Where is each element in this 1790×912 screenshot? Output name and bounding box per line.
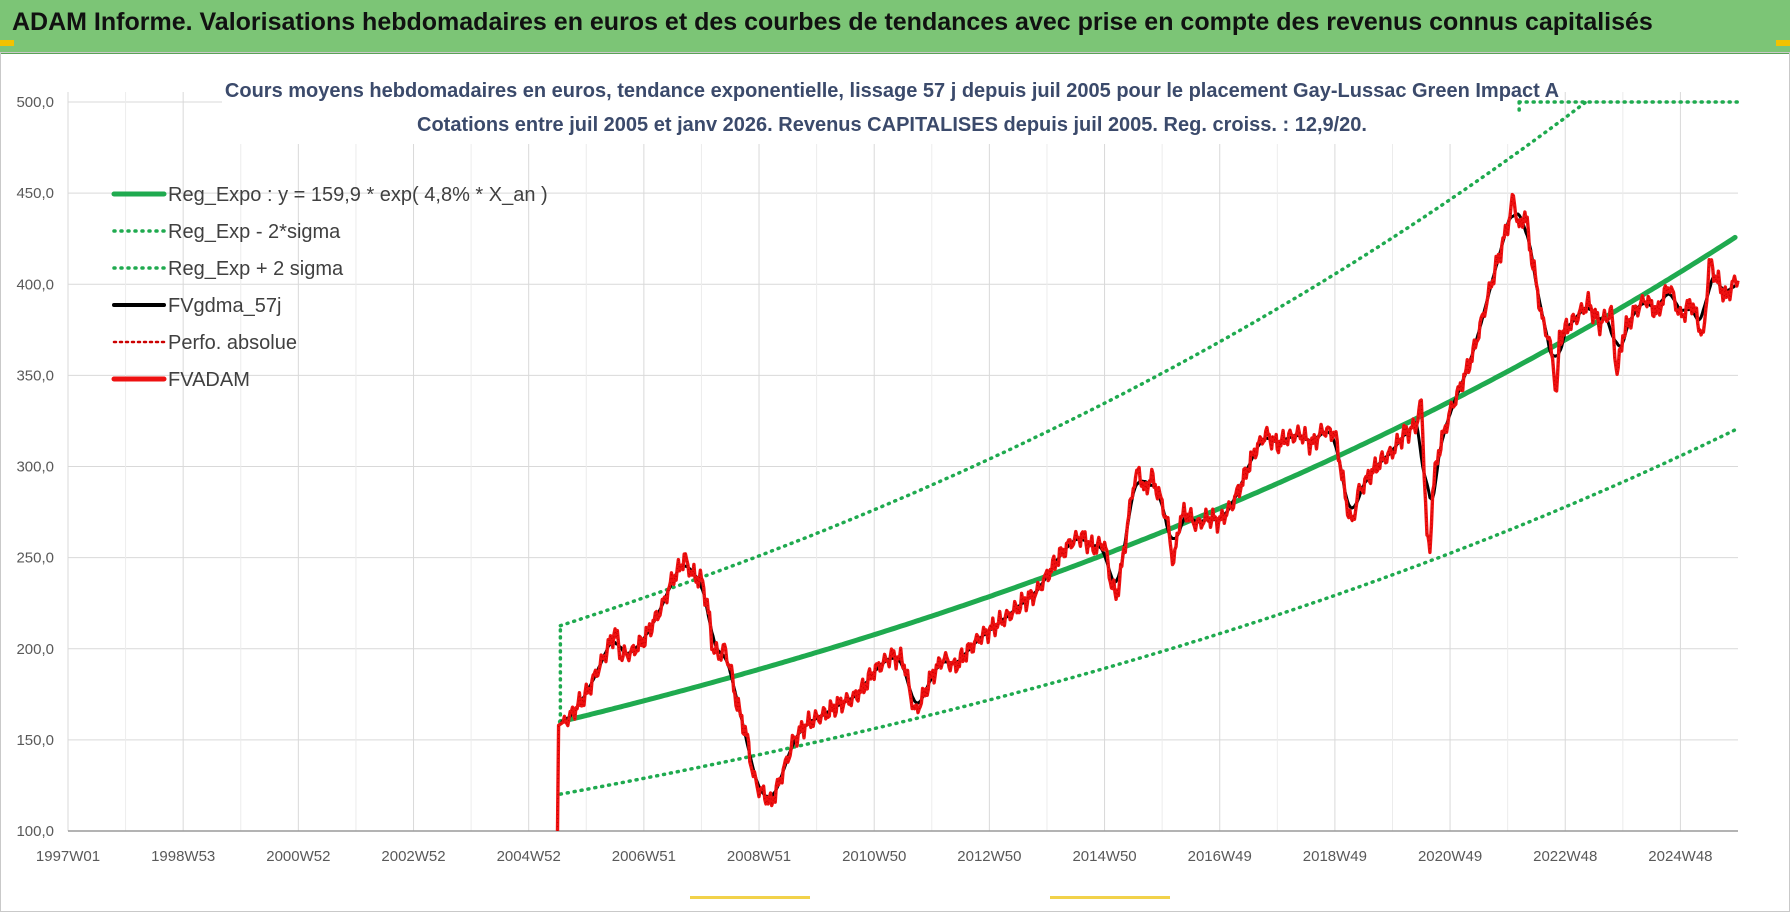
y-tick-label: 450,0 bbox=[16, 185, 54, 202]
y-tick-label: 350,0 bbox=[16, 367, 54, 384]
x-tick-label: 2014W50 bbox=[1072, 848, 1136, 865]
y-tick-label: 500,0 bbox=[16, 94, 54, 111]
x-tick-label: 1997W01 bbox=[36, 848, 100, 865]
x-tick-label: 2016W49 bbox=[1188, 848, 1252, 865]
series-reg-minus-2sigma bbox=[558, 428, 1737, 796]
chart-grid bbox=[67, 92, 1738, 832]
x-tick-label: 2020W49 bbox=[1418, 848, 1482, 865]
corner-mark-top-left bbox=[0, 40, 14, 46]
y-tick-label: 200,0 bbox=[16, 641, 54, 658]
series-reg-expo bbox=[557, 234, 1738, 725]
corner-mark-top-right bbox=[1776, 40, 1790, 46]
legend-label: Perfo. absolue bbox=[168, 332, 297, 354]
y-tick-label: 400,0 bbox=[16, 276, 54, 293]
legend-label: Reg_Exp - 2*sigma bbox=[168, 221, 341, 243]
regression-lines bbox=[557, 100, 1740, 796]
legend-label: Reg_Expo : y = 159,9 * exp( 4,8% * X_an … bbox=[168, 184, 548, 206]
y-tick-label: 250,0 bbox=[16, 550, 54, 567]
y-tick-label: 150,0 bbox=[16, 732, 54, 749]
legend-label: FVADAM bbox=[168, 369, 250, 391]
fund-lines bbox=[555, 192, 1740, 832]
header-banner: ADAM Informe. Valorisations hebdomadaire… bbox=[0, 0, 1790, 54]
series-reg-plus-2sigma bbox=[558, 100, 1588, 628]
subtitle-background bbox=[222, 70, 1562, 144]
y-tick-label: 300,0 bbox=[16, 459, 54, 476]
chart-legend: Reg_Expo : y = 159,9 * exp( 4,8% * X_an … bbox=[111, 184, 548, 391]
x-tick-labels: 1997W01 1998W53 2000W52 2002W52 2004W52 2006W… bbox=[36, 848, 1713, 865]
x-tick-label: 2008W51 bbox=[727, 848, 791, 865]
x-tick-label: 2006W51 bbox=[612, 848, 676, 865]
chart-subtitle-line2: Cotations entre juil 2005 et janv 2026. … bbox=[417, 114, 1367, 136]
x-tick-label: 2000W52 bbox=[266, 848, 330, 865]
x-tick-label: 2018W49 bbox=[1303, 848, 1367, 865]
x-tick-label: 2004W52 bbox=[497, 848, 561, 865]
legend-label: Reg_Exp + 2 sigma bbox=[168, 258, 344, 280]
x-tick-label: 2002W52 bbox=[381, 848, 445, 865]
series-fvadam bbox=[555, 192, 1740, 832]
x-tick-label: 2024W48 bbox=[1648, 848, 1712, 865]
bottom-mark bbox=[690, 896, 810, 899]
page-title: ADAM Informe. Valorisations hebdomadaire… bbox=[12, 8, 1653, 36]
legend-label: FVgdma_57j bbox=[168, 295, 281, 317]
x-tick-label: 2010W50 bbox=[842, 848, 906, 865]
bottom-mark bbox=[1050, 896, 1170, 899]
series-perfo-absolue bbox=[556, 193, 1739, 832]
chart-subtitle-line1: Cours moyens hebdomadaires en euros, ten… bbox=[225, 80, 1559, 102]
x-tick-label: 1998W53 bbox=[151, 848, 215, 865]
y-tick-labels: 100,0 150,0 200,0 250,0 300,0 350,0 400,0 450,0… bbox=[16, 94, 54, 840]
y-tick-label: 100,0 bbox=[16, 823, 54, 840]
x-tick-label: 2012W50 bbox=[957, 848, 1021, 865]
x-tick-label: 2022W48 bbox=[1533, 848, 1597, 865]
